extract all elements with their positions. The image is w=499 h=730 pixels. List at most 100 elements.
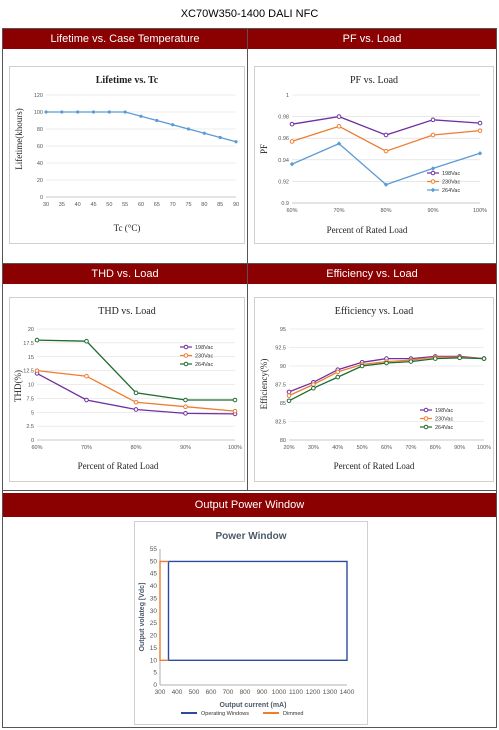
pf-y-axis-label: PF <box>259 144 269 154</box>
power_window-xtick-label: 600 <box>206 689 217 696</box>
power_window-xtick-label: 1300 <box>323 689 338 696</box>
efficiency-chart: Efficiency vs. Load 80 82.5 85 87.5 90 92.5 95 2… <box>254 297 494 482</box>
power_window-xtick-label: 800 <box>240 689 251 696</box>
thd-ytick-label: 12.5 <box>23 369 34 375</box>
efficiency-ytick-label: 95 <box>280 327 286 333</box>
power_window-x-axis-label: Output current (mA) <box>220 702 287 709</box>
power_window-xtick-label: 500 <box>189 689 200 696</box>
pf-ytick-label: 0.9 <box>281 201 289 207</box>
thd-data-point <box>183 397 188 403</box>
efficiency-data-point <box>311 382 316 387</box>
efficiency-ytick-label: 85 <box>280 401 286 407</box>
pf-ytick-label: 0.96 <box>278 136 289 142</box>
efficiency-ytick-label: 82.5 <box>275 420 286 426</box>
pf-legend-label: 264Vac <box>442 188 460 194</box>
section-header-pf: PF vs. Load <box>248 29 496 49</box>
lifetime-data-point <box>91 110 96 114</box>
thd-data-point <box>183 411 188 416</box>
efficiency-data-point <box>432 356 438 361</box>
thd-ytick-label: 0 <box>31 438 34 444</box>
thd-ytick-label: 20 <box>28 327 34 333</box>
lifetime-xtick-label: 50 <box>106 202 112 208</box>
lifetime-xtick-label: 90 <box>233 202 239 208</box>
pf-data-point <box>383 182 389 187</box>
efficiency-ytick-label: 92.5 <box>275 346 286 352</box>
power_window-ytick-label: 40 <box>150 583 158 590</box>
efficiency-y-axis-label: Efficiency(%) <box>259 359 269 410</box>
pf-legend-label: 198Vac <box>442 171 460 177</box>
thd-xtick-label: 80% <box>130 445 141 451</box>
lifetime-chart: Lifetime vs. Tc 0 20 40 60 80 100 120 30 35 40 45 50… <box>9 66 245 244</box>
pf-data-point <box>477 120 483 126</box>
power_window-xtick-label: 1100 <box>289 689 303 696</box>
pf-series-line-230Vac <box>291 125 481 152</box>
lifetime-data-point <box>202 131 206 135</box>
power_window-series-line-Dimmed <box>159 560 169 661</box>
lifetime-xtick-label: 85 <box>217 202 223 208</box>
thd-chart: THD vs. Load 0 2.5 5 7.5 10 12.5 15 17.5 20 60% 70%… <box>9 297 245 482</box>
lifetime-data-point <box>123 110 127 114</box>
lifetime-data-point <box>186 127 191 131</box>
thd-data-point <box>133 390 139 396</box>
lifetime-data-point <box>218 135 222 140</box>
pf-data-point <box>383 148 389 154</box>
pf-legend-label: 230Vac <box>442 180 460 186</box>
pf-data-point <box>289 121 295 127</box>
pf-data-point <box>336 124 342 129</box>
thd-ytick-label: 17.5 <box>23 341 34 347</box>
pf-data-point <box>430 132 436 138</box>
efficiency-x-axis-label: Percent of Rated Load <box>334 461 415 471</box>
lifetime-xtick-label: 60 <box>138 202 144 208</box>
section-header-thd: THD vs. Load <box>3 264 247 284</box>
pf-data-point <box>336 114 342 119</box>
pf-legend-marker <box>430 170 436 176</box>
power_window-xtick-label: 400 <box>172 689 183 696</box>
thd-chart-title: THD vs. Load <box>98 306 156 317</box>
thd-xtick-label: 90% <box>180 445 191 451</box>
power_window-legend-label: Operating Windows <box>201 711 249 717</box>
pf-data-point <box>289 161 295 167</box>
pf-data-point <box>383 132 389 138</box>
efficiency-legend-label: 230Vac <box>435 417 453 423</box>
efficiency-xtick-label: 40% <box>332 445 343 451</box>
efficiency-data-point <box>384 360 389 366</box>
pf-legend-marker <box>430 179 436 184</box>
lifetime-xtick-label: 35 <box>59 202 65 208</box>
efficiency-legend-label: 264Vac <box>435 425 453 431</box>
power_window-xtick-label: 700 <box>223 689 234 696</box>
power_window-ytick-label: 0 <box>153 682 157 689</box>
efficiency-xtick-label: 80% <box>430 445 441 451</box>
efficiency-data-point <box>335 369 341 375</box>
section-header-power-window: Output Power Window <box>3 493 496 517</box>
thd-legend-marker <box>183 344 189 350</box>
power_window-ytick-label: 30 <box>150 608 158 615</box>
pf-xtick-label: 60% <box>286 208 297 214</box>
efficiency-xtick-label: 20% <box>283 445 294 451</box>
power_window-series-line-Operating Windows <box>167 560 348 661</box>
lifetime-xtick-label: 75 <box>185 202 191 208</box>
thd-ytick-label: 7.5 <box>26 396 34 402</box>
power_window-legend-label: Dimmed <box>283 711 303 717</box>
lifetime-xtick-label: 40 <box>75 202 81 208</box>
efficiency-data-point <box>311 385 316 391</box>
efficiency-legend-marker <box>423 407 429 413</box>
lifetime-data-point <box>139 114 143 118</box>
lifetime-ytick-label: 0 <box>40 195 43 201</box>
efficiency-legend-marker <box>423 424 429 430</box>
thd-ytick-label: 10 <box>28 383 34 389</box>
lifetime-data-point <box>76 110 80 114</box>
efficiency-data-point <box>408 359 414 364</box>
thd-legend-label: 264Vac <box>195 362 213 368</box>
pf-xtick-label: 90% <box>427 208 438 214</box>
power_window-ytick-label: 20 <box>150 633 158 640</box>
thd-data-point <box>84 338 89 344</box>
thd-legend-label: 230Vac <box>195 354 213 360</box>
lifetime-xtick-label: 70 <box>170 202 176 208</box>
efficiency-data-point <box>457 355 462 361</box>
pf-ytick-label: 0.92 <box>278 179 289 185</box>
pf-chart: PF vs. Load 0.9 0.92 0.94 0.96 0.98 1 60% 70% 80%… <box>254 66 494 244</box>
lifetime-ytick-label: 100 <box>34 110 43 116</box>
efficiency-legend-marker <box>423 416 429 421</box>
thd-data-point <box>232 408 238 414</box>
efficiency-data-point <box>481 356 487 361</box>
